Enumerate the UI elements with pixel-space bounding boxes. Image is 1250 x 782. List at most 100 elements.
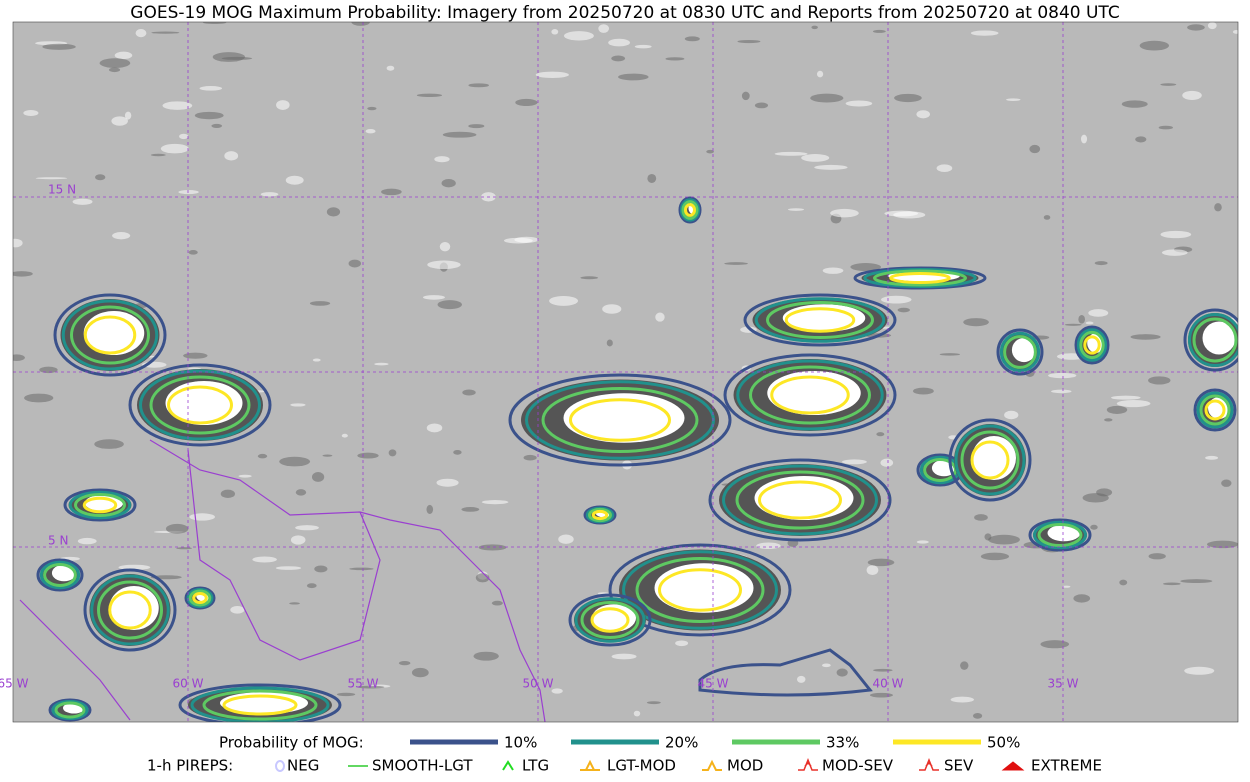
contour (1083, 335, 1101, 355)
cloud (980, 552, 1010, 561)
cloud (95, 174, 106, 181)
contour (190, 686, 330, 722)
contour (83, 568, 177, 652)
cloud (822, 663, 831, 668)
bright-cloud (1011, 337, 1037, 363)
cloud (290, 535, 306, 545)
contour (68, 490, 132, 520)
legend-label: 33% (826, 734, 859, 752)
cloud (754, 102, 769, 109)
cloud (453, 449, 462, 455)
cloud (367, 106, 377, 111)
contour (960, 430, 1020, 490)
cloud (796, 675, 806, 683)
bright-cloud (1047, 524, 1081, 542)
contour (1183, 308, 1238, 372)
cloud (963, 318, 989, 327)
cloud (285, 175, 304, 185)
cloud (439, 241, 451, 252)
cloud (426, 504, 434, 514)
contour (1028, 518, 1092, 552)
cloud (260, 192, 279, 197)
cloud (386, 65, 395, 71)
cloud (1088, 309, 1109, 317)
lon-label: 65 W (0, 677, 29, 691)
cloud (13, 238, 23, 248)
cloud (176, 547, 193, 550)
contour (889, 272, 951, 284)
contour (39, 560, 81, 590)
cloud (194, 111, 224, 120)
cloud (374, 362, 389, 366)
cloud (473, 651, 499, 661)
contour (658, 568, 742, 612)
legend-title: 1-h PIREPS: (147, 757, 233, 775)
cloud (35, 177, 68, 180)
cloud (523, 454, 537, 461)
bright-cloud (1202, 321, 1236, 355)
cloud (1206, 540, 1238, 549)
contour (202, 689, 318, 721)
legend-label: MOD (727, 757, 763, 775)
cloud (1048, 372, 1077, 379)
cloud (873, 668, 893, 672)
cloud (1119, 579, 1128, 586)
contour (684, 203, 696, 217)
cloud (238, 474, 252, 478)
cloud (936, 164, 953, 172)
cloud (462, 389, 476, 396)
cloud (1135, 136, 1147, 143)
lon-label: 50 W (523, 677, 554, 691)
cloud (551, 29, 559, 35)
cloud (336, 692, 356, 697)
contour (54, 701, 86, 719)
cloud (99, 58, 131, 68)
cloud (817, 70, 824, 78)
cloud (422, 295, 445, 300)
cloud (183, 352, 208, 359)
contour (1192, 317, 1238, 363)
cloud (1085, 321, 1094, 325)
cloud (276, 100, 290, 110)
cloud (1160, 230, 1192, 239)
contour (722, 464, 878, 536)
cloud (322, 454, 333, 457)
cloud (1161, 249, 1188, 256)
cloud (884, 210, 919, 217)
cloud (916, 540, 929, 544)
cloud (178, 190, 199, 195)
contour (139, 369, 261, 441)
legend-label: NEG (287, 757, 319, 775)
cloud (634, 44, 652, 49)
contour (108, 590, 152, 630)
cloud (1061, 585, 1071, 588)
legend-label: EXTREME (1031, 757, 1102, 775)
pirep-icon (798, 757, 818, 771)
cloud (461, 507, 480, 512)
lon-label: 60 W (173, 677, 204, 691)
legend: 15 N 5 N 65 W 60 W 55 W 50 W 45 W 40 W 35 W Proba… (0, 21, 1239, 775)
cloud (1121, 100, 1148, 108)
cloud (684, 36, 700, 42)
cloud (845, 100, 873, 107)
contour (188, 589, 212, 607)
cloud (894, 93, 922, 103)
cloud (960, 661, 969, 670)
contour (954, 424, 1026, 496)
contour (749, 365, 871, 425)
cloud (822, 267, 844, 274)
contour (222, 694, 298, 716)
cloud (468, 83, 489, 88)
map-frame (12, 21, 1239, 723)
cloud (311, 472, 325, 482)
cloud (970, 30, 999, 36)
cloud (897, 307, 910, 313)
cloud (357, 452, 379, 459)
cloud (598, 24, 610, 33)
contour (1196, 391, 1234, 429)
cloud (841, 459, 867, 465)
lat-label: 5 N (48, 534, 68, 548)
cloud (1090, 524, 1098, 530)
cloud (1064, 323, 1082, 326)
contour (591, 509, 609, 521)
